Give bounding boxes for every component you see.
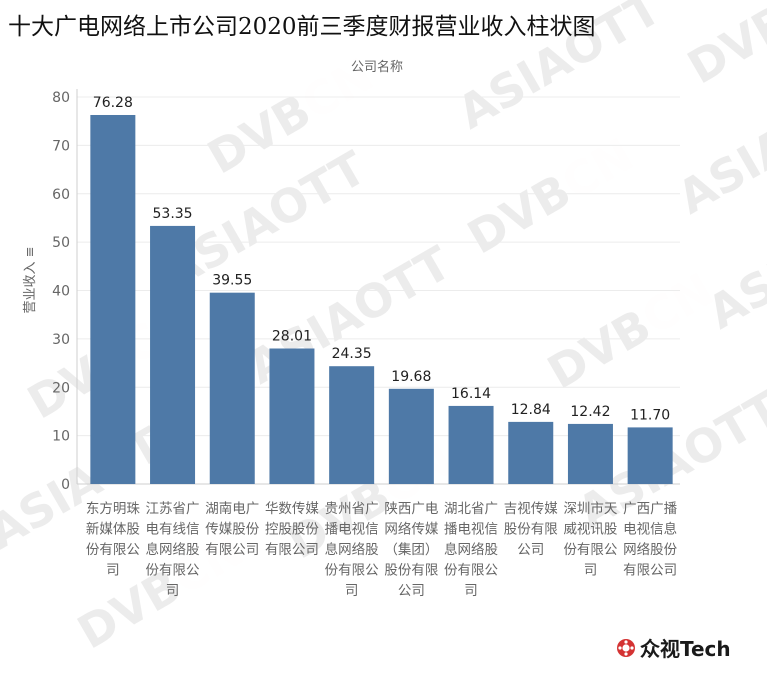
data-label: 24.35 <box>332 346 372 362</box>
y-axis-ticks: 0 10 20 30 40 50 60 70 80 <box>52 90 70 493</box>
bar <box>627 427 673 484</box>
watermark-text: DVBCN <box>539 262 723 399</box>
bar <box>508 421 554 484</box>
y-tick-label: 60 <box>52 187 70 203</box>
category-label: 湖南电广传媒股份有限公司 <box>205 501 259 558</box>
data-labels: 76.28 53.35 39.55 28.01 24.35 19.68 16.14 12.84… <box>93 95 670 423</box>
data-label: 12.84 <box>511 402 551 418</box>
y-tick-label: 40 <box>52 284 70 300</box>
data-label: 39.55 <box>212 273 252 289</box>
y-tick-label: 70 <box>52 138 70 154</box>
data-label: 12.42 <box>570 404 610 420</box>
y-tick-label: 0 <box>61 477 70 493</box>
brand-logo-text: 众视Tech <box>640 637 731 661</box>
chart-title: 十大广电网络上市公司2020前三季度财报营业收入柱状图 <box>8 14 596 40</box>
brand-logo: 众视Tech <box>617 637 731 661</box>
data-label: 19.68 <box>391 369 431 385</box>
category-label: 东方明珠新媒体股份有限公司 <box>86 501 140 579</box>
y-tick-label: 80 <box>52 90 70 106</box>
data-label: 11.70 <box>630 407 670 423</box>
category-label: 深圳市天威视讯股份有限公司 <box>563 500 617 579</box>
bar <box>150 225 196 484</box>
category-label: 陕西广电网络传媒（集团）股份有限公司 <box>384 501 438 599</box>
bar <box>269 348 315 484</box>
bar <box>388 388 434 484</box>
category-label: 江苏省广电有线信息网络股份有限公司 <box>146 501 200 599</box>
y-axis-label: 营业收入 ≡ <box>23 246 38 313</box>
bars <box>90 114 673 485</box>
y-tick-label: 50 <box>52 235 70 251</box>
category-labels: 东方明珠新媒体股份有限公司江苏省广电有线信息网络股份有限公司湖南电广传媒股份有限… <box>86 500 678 599</box>
category-label: 广西广播电视信息网络股份有限公司 <box>623 501 677 579</box>
bar <box>209 292 255 484</box>
watermark-text: DVBCN <box>459 127 643 264</box>
category-label: 吉视传媒股份有限公司 <box>504 501 558 558</box>
data-label: 76.28 <box>93 95 133 111</box>
watermark-text: ASIAOTT <box>669 65 767 224</box>
y-tick-label: 20 <box>52 380 70 396</box>
x-axis-header: 公司名称 <box>351 59 403 75</box>
bar <box>448 405 494 484</box>
gear-flower-icon <box>617 639 635 657</box>
y-tick-label: 10 <box>52 429 70 445</box>
bar <box>329 366 375 484</box>
data-label: 53.35 <box>153 206 193 222</box>
bar <box>90 114 136 485</box>
data-label: 16.14 <box>451 386 491 402</box>
category-label: 贵州省广播电视信息网络股份有限公司 <box>325 501 379 599</box>
category-label: 华数传媒控股股份有限公司 <box>265 501 319 558</box>
bar <box>567 423 613 484</box>
data-label: 28.01 <box>272 329 312 345</box>
y-tick-label: 30 <box>52 332 70 348</box>
category-label: 湖北省广播电视信息网络股份有限公司 <box>444 501 498 599</box>
watermark-text: DVBCN <box>679 0 767 95</box>
